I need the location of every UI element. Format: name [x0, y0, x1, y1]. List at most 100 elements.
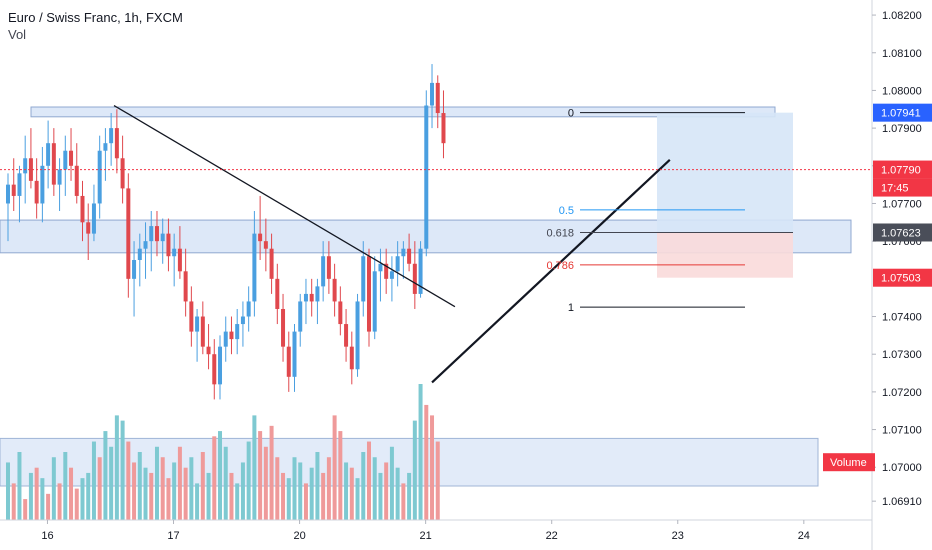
volume-tag-bg	[823, 453, 875, 472]
candle-body	[412, 263, 417, 294]
volume-bar	[11, 483, 16, 520]
candle-body	[235, 324, 240, 340]
volume-bar	[63, 452, 68, 520]
candle-body	[338, 301, 343, 325]
candle-body	[286, 346, 291, 377]
volume-bar	[298, 462, 303, 520]
volume-bar	[6, 462, 10, 520]
price-tick-label: 1.07900	[882, 123, 922, 135]
candle-body	[149, 226, 154, 242]
volume-bar	[229, 472, 234, 520]
candle-body	[137, 248, 142, 260]
time-tick-label: 16	[41, 530, 53, 542]
candle-body	[344, 324, 349, 347]
volume-bar	[40, 478, 45, 520]
time-tick-label: 20	[293, 530, 305, 542]
candle-body	[40, 165, 45, 204]
price-tag-fib-0: 1.07941	[881, 108, 921, 120]
time-axis[interactable]: 16 17 20 21 22 23 24	[0, 519, 872, 542]
volume-bar	[103, 431, 108, 520]
time-tick-label: 23	[672, 530, 684, 542]
volume-bar	[166, 478, 171, 520]
volume-bar	[46, 493, 51, 520]
price-tick-label: 1.07200	[882, 387, 922, 399]
fib-level-label: 0.786	[546, 260, 574, 272]
volume-bar	[315, 452, 320, 520]
drawing-lines[interactable]: 0 0.5 0.618 0.786 1	[0, 104, 872, 384]
candle-body	[160, 233, 165, 242]
price-tick-label: 1.08000	[882, 85, 922, 97]
volume-bar	[263, 446, 268, 520]
volume-bar	[424, 404, 429, 520]
candle-body	[389, 271, 394, 279]
candle-body	[200, 316, 205, 347]
candle-body	[281, 308, 286, 347]
candle-body	[361, 256, 366, 302]
candle-body	[395, 256, 400, 272]
candle-body	[355, 301, 360, 370]
volume-bar	[91, 441, 96, 520]
price-tick-label: 1.06910	[882, 496, 922, 508]
candle-body	[315, 286, 320, 302]
volume-bar	[338, 431, 343, 520]
candle-body	[74, 165, 79, 196]
volume-bar	[177, 446, 182, 520]
volume-bar	[430, 415, 435, 520]
candle-body	[212, 354, 217, 385]
candle-body	[229, 331, 234, 340]
candle-body	[109, 128, 114, 144]
volume-bar	[366, 441, 371, 520]
candle-body	[80, 195, 85, 223]
candle-body	[435, 82, 440, 114]
price-tag-stop: 1.07503	[881, 273, 921, 285]
stop-zone	[657, 232, 793, 278]
candle-body	[51, 143, 56, 185]
resistance-zone	[30, 106, 776, 118]
fib-level-label: 1	[568, 302, 574, 314]
price-tag-fib-0-bg	[873, 103, 932, 122]
volume-tag: Volume	[830, 457, 867, 469]
fib-level-label: 0.5	[559, 205, 574, 217]
volume-bar	[183, 467, 188, 520]
volume-bar	[120, 420, 125, 520]
volume-bar	[412, 420, 417, 520]
candle-body	[86, 222, 91, 234]
candle-body	[103, 143, 108, 151]
time-tick-label: 17	[167, 530, 179, 542]
candle-body	[441, 113, 446, 144]
candle-body	[132, 260, 137, 279]
candle-body	[206, 346, 211, 355]
candle-body	[177, 248, 182, 272]
candle-body	[28, 158, 33, 181]
candle-body	[384, 263, 389, 279]
candle-body	[223, 331, 228, 347]
candle-body	[372, 271, 377, 332]
volume-bar	[252, 415, 257, 520]
candle-body	[172, 248, 177, 257]
candle-body	[332, 278, 337, 302]
candle-body	[114, 128, 119, 159]
candle-body	[298, 301, 303, 332]
volume-bar	[74, 488, 79, 520]
candle-body	[378, 263, 383, 272]
volume-bar	[326, 457, 331, 520]
volume-bar	[206, 472, 211, 520]
candle-body	[430, 82, 435, 106]
candle-body	[218, 346, 223, 385]
price-axis[interactable]: 1.082001.081001.080001.079001.078001.077…	[823, 0, 932, 550]
volume-bar	[69, 467, 74, 520]
price-tick-label: 1.07000	[882, 462, 922, 474]
volume-bar	[435, 441, 440, 520]
candle-body	[46, 143, 51, 166]
volume-bar	[17, 452, 22, 520]
price-tick-label: 1.07700	[882, 198, 922, 210]
uptrend-line	[431, 158, 671, 384]
volume-bar	[223, 446, 228, 520]
volume-bar	[172, 462, 177, 520]
volume-bar	[418, 384, 423, 520]
candle-body	[292, 331, 297, 377]
candle-body	[424, 105, 429, 249]
volume-bar	[143, 467, 148, 520]
volume-bar	[23, 499, 28, 520]
